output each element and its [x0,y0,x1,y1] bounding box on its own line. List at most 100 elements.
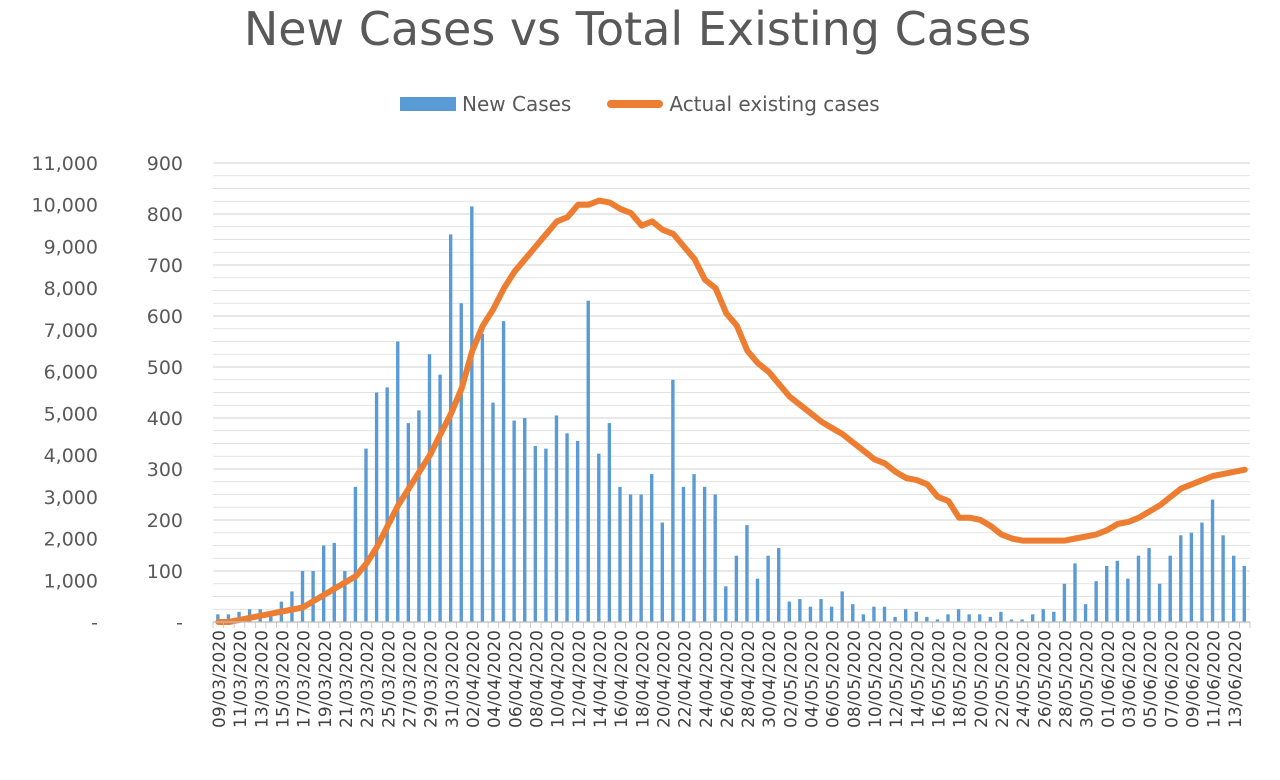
bar-new-cases [671,379,675,622]
bar-new-cases [618,486,622,622]
y-right-tick-label: 700 [147,255,183,277]
y-right-tick-label: 600 [147,306,183,328]
x-tick-label: 07/06/2020 [1162,630,1182,728]
x-tick-label: 14/04/2020 [591,630,611,728]
y-right-tick-label: 100 [147,561,183,583]
bar-new-cases [417,410,421,622]
bar-new-cases [882,606,887,622]
x-tick-label: 04/04/2020 [485,630,505,728]
x-tick-label: 13/03/2020 [252,630,272,728]
x-tick-label: 21/03/2020 [337,630,357,728]
legend-swatch-line [607,100,664,108]
bar-new-cases [956,609,961,622]
y-left-tick-label: 9,000 [44,236,98,258]
x-tick-label: 20/04/2020 [654,630,674,728]
bar-new-cases [1020,619,1024,622]
y-left-tick-label: 5,000 [44,403,98,425]
bar-new-cases [597,453,601,622]
y-right-tick-label: 800 [147,204,183,226]
y-left-tick-label: 1,000 [44,570,98,592]
bar-new-cases [999,611,1003,622]
bar-new-cases [1030,614,1035,622]
x-tick-label: 28/04/2020 [739,630,759,728]
bar-new-cases [777,548,781,622]
x-tick-label: 26/04/2020 [718,630,738,728]
bar-new-cases [851,604,855,622]
bar-new-cases [713,494,717,622]
bar-new-cases [829,606,834,622]
bar-new-cases [501,321,506,622]
bar-new-cases [734,555,739,622]
bar-new-cases [269,611,273,622]
bar-new-cases [565,433,569,622]
y-left-tick-label: 7,000 [44,320,98,342]
y-left-tick-label: 8,000 [44,278,98,300]
y-right-tick-label: - [176,612,183,634]
bar-new-cases [946,614,950,622]
legend-item-new-cases: New Cases [400,92,571,116]
x-tick-label: 08/04/2020 [527,630,547,728]
bar-new-cases [1189,532,1194,622]
bar-new-cases [575,440,580,622]
bar-new-cases [1126,578,1130,622]
x-tick-label: 28/05/2020 [1057,630,1077,728]
x-tick-label: 18/04/2020 [633,630,653,728]
x-tick-label: 16/04/2020 [612,630,632,728]
bar-new-cases [300,571,305,622]
x-tick-label: 22/04/2020 [676,630,696,728]
x-tick-label: 30/04/2020 [760,630,780,728]
x-tick-label: 30/05/2020 [1078,630,1098,728]
legend-item-existing-cases: Actual existing cases [607,92,880,116]
y-right-tick-label: 400 [147,408,183,430]
x-tick-label: 20/05/2020 [972,630,992,728]
bar-new-cases [364,448,368,622]
y-right-tick-label: 900 [147,153,183,175]
x-tick-label: 13/06/2020 [1226,630,1246,728]
bar-new-cases [903,609,908,622]
bar-new-cases [1221,535,1225,622]
bar-new-cases [1041,609,1045,622]
bar-new-cases [660,522,664,622]
bar-new-cases [1009,619,1014,622]
bar-new-cases [554,415,559,622]
y-left-tick-label: 3,000 [44,487,98,509]
bar-new-cases [692,474,696,622]
bar-new-cases [607,423,612,622]
x-tick-label: 01/06/2020 [1099,630,1119,728]
x-tick-label: 31/03/2020 [443,630,463,728]
x-tick-label: 06/05/2020 [824,630,844,728]
bar-new-cases [523,418,527,622]
bar-new-cases [533,446,538,622]
x-tick-label: 29/03/2020 [422,630,442,728]
bar-new-cases [978,614,982,622]
legend-label-existing-cases: Actual existing cases [669,92,880,116]
x-tick-label: 24/04/2020 [697,630,717,728]
bar-new-cases [1179,535,1183,622]
bar-new-cases [628,494,633,622]
x-tick-label: 05/06/2020 [1141,630,1161,728]
x-tick-label: 18/05/2020 [951,630,971,728]
bar-new-cases [745,525,749,622]
x-tick-label: 19/03/2020 [316,630,336,728]
bar-new-cases [787,601,791,622]
bar-new-cases [808,606,813,622]
bar-new-cases [988,616,993,622]
y-left-tick-label: 4,000 [44,445,98,467]
x-tick-label: 08/05/2020 [845,630,865,728]
y-right-tick-label: 500 [147,357,183,379]
x-tick-label: 10/05/2020 [866,630,886,728]
x-tick-label: 10/04/2020 [549,630,569,728]
x-tick-label: 16/05/2020 [930,630,950,728]
bar-new-cases [427,354,432,622]
x-tick-label: 25/03/2020 [379,630,399,728]
bar-new-cases [914,611,918,622]
bar-new-cases [766,555,770,622]
bar-new-cases [1136,555,1141,622]
x-tick-label: 12/05/2020 [887,630,907,728]
legend: New Cases Actual existing cases [400,92,916,116]
x-tick-label: 17/03/2020 [295,630,315,728]
bar-new-cases [374,392,379,622]
bar-new-cases [1147,548,1151,622]
bar-new-cases [237,611,241,622]
